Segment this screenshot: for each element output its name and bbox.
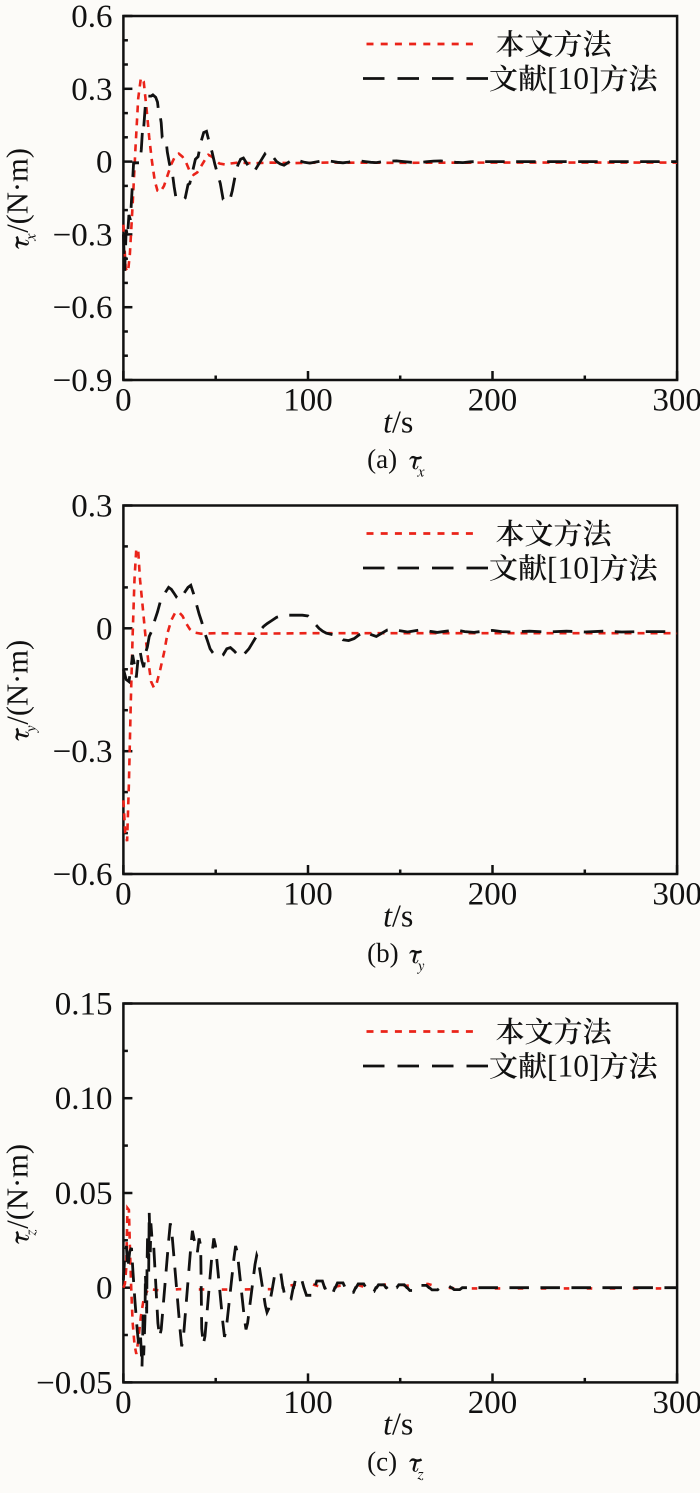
svg-text:−0.6: −0.6 [53, 290, 113, 326]
svg-text:100: 100 [283, 383, 333, 419]
svg-text:0.10: 0.10 [55, 1081, 113, 1117]
svg-text:−0.6: −0.6 [53, 857, 113, 893]
svg-text:−0.3: −0.3 [53, 734, 113, 770]
svg-text:/(N·m): /(N·m) [1, 1144, 35, 1229]
svg-text:0.05: 0.05 [55, 1176, 113, 1212]
svg-text:(b): (b) [367, 938, 398, 968]
svg-text:0.6: 0.6 [71, 0, 112, 35]
svg-text:300: 300 [652, 877, 700, 913]
svg-text:t/s: t/s [383, 403, 413, 439]
svg-text:0.3: 0.3 [71, 72, 112, 108]
svg-text:100: 100 [283, 1385, 333, 1421]
svg-text:0.15: 0.15 [55, 987, 113, 1023]
svg-text:200: 200 [468, 383, 518, 419]
svg-text:/(N·m): /(N·m) [1, 148, 35, 233]
svg-text:−0.05: −0.05 [36, 1365, 112, 1401]
svg-text:300: 300 [652, 1385, 700, 1421]
svg-text:0: 0 [96, 1271, 113, 1307]
svg-text:(a): (a) [367, 444, 397, 474]
svg-text:0: 0 [96, 611, 113, 647]
svg-text:−0.9: −0.9 [53, 363, 113, 399]
svg-text:[10]: [10] [547, 551, 599, 586]
svg-text:t/s: t/s [383, 1406, 413, 1442]
svg-text:t/s: t/s [383, 897, 413, 933]
svg-text:−0.3: −0.3 [53, 217, 113, 253]
svg-text:300: 300 [652, 383, 700, 419]
svg-text:0: 0 [115, 877, 132, 913]
svg-text:0: 0 [115, 1385, 132, 1421]
svg-text:0: 0 [115, 383, 132, 419]
svg-text:0.3: 0.3 [71, 489, 112, 525]
svg-text:[10]: [10] [547, 1049, 599, 1084]
svg-text:(c): (c) [367, 1446, 397, 1476]
svg-text:/(N·m): /(N·m) [1, 640, 35, 725]
svg-text:0: 0 [96, 145, 113, 181]
svg-text:200: 200 [468, 877, 518, 913]
svg-text:200: 200 [468, 1385, 518, 1421]
svg-text:100: 100 [283, 877, 333, 913]
svg-text:[10]: [10] [547, 61, 599, 96]
